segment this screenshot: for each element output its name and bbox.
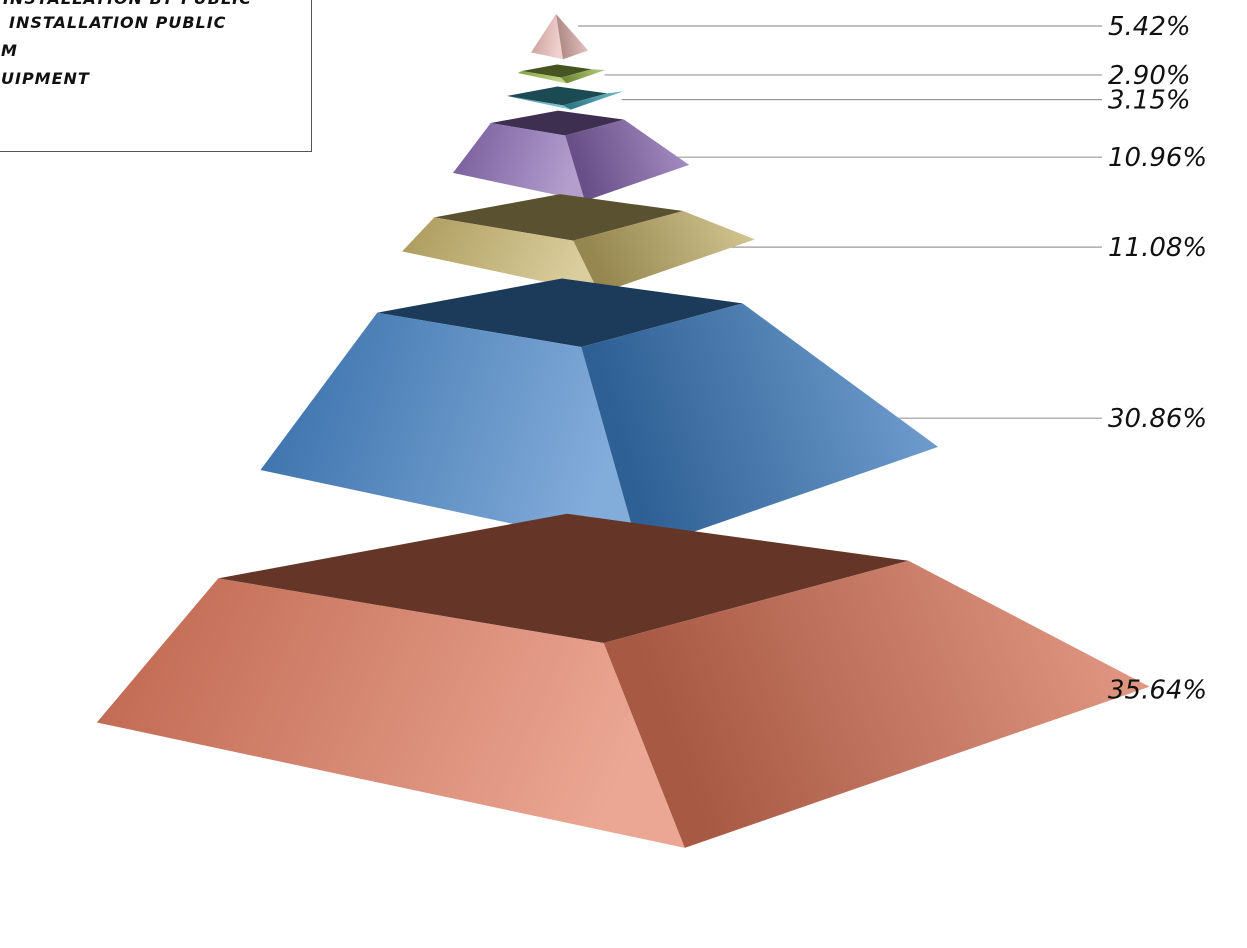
pyramid-level-1 bbox=[531, 14, 589, 60]
level-face-left bbox=[453, 123, 585, 202]
pyramid-level-6 bbox=[260, 278, 939, 551]
level-top-face bbox=[377, 278, 743, 347]
level-top-face bbox=[521, 64, 592, 78]
percent-label-2: 2.90% bbox=[1108, 61, 1191, 91]
level-face-left bbox=[96, 578, 685, 848]
level-face-left bbox=[260, 312, 639, 551]
level-face-left bbox=[517, 70, 567, 84]
pyramid-level-2 bbox=[517, 64, 606, 84]
level-face-left bbox=[503, 95, 571, 110]
level-face-right bbox=[573, 211, 755, 294]
percent-label-6: 30.86% bbox=[1108, 404, 1207, 434]
level-face-right bbox=[560, 69, 606, 84]
level-top-face bbox=[218, 513, 909, 643]
pyramid-level-4 bbox=[453, 110, 690, 202]
legend-entry-1: INSTALLATION BY PUBLIC bbox=[3, 0, 252, 8]
pyramid-levels bbox=[96, 14, 1150, 848]
legend-entry-2: INSTALLATION PUBLIC bbox=[9, 13, 227, 32]
percent-label-4: 10.96% bbox=[1108, 143, 1207, 173]
pyramid-level-5 bbox=[402, 194, 755, 294]
percent-labels: 5.42% 2.90%3.15% 10.96% 11.08% 30.86% 35.64% bbox=[1108, 12, 1207, 705]
legend-entry-4: UIPMENT bbox=[1, 69, 90, 88]
level-top-face bbox=[506, 86, 608, 106]
level-face-left bbox=[531, 14, 563, 60]
pyramid-level-3 bbox=[503, 86, 625, 110]
percent-label-3: 3.15% bbox=[1108, 86, 1191, 116]
level-face-right bbox=[603, 560, 1150, 848]
leader-lines bbox=[578, 25, 1102, 691]
legend-entry-3: M bbox=[1, 41, 18, 60]
level-top-face bbox=[490, 110, 625, 136]
percent-label-1: 5.42% bbox=[1108, 12, 1191, 42]
level-face-right bbox=[562, 91, 625, 110]
chart-legend: INSTALLATION BY PUBLIC INSTALLATION PUBL… bbox=[0, 0, 312, 152]
level-face-right bbox=[581, 303, 939, 551]
level-face-left bbox=[402, 217, 600, 294]
percent-label-5: 11.08% bbox=[1108, 233, 1207, 263]
level-face-right bbox=[565, 119, 690, 202]
level-top-face bbox=[434, 194, 684, 241]
level-face-right bbox=[556, 14, 589, 60]
percent-label-7: 35.64% bbox=[1108, 675, 1207, 705]
pyramid-level-7 bbox=[96, 513, 1150, 848]
